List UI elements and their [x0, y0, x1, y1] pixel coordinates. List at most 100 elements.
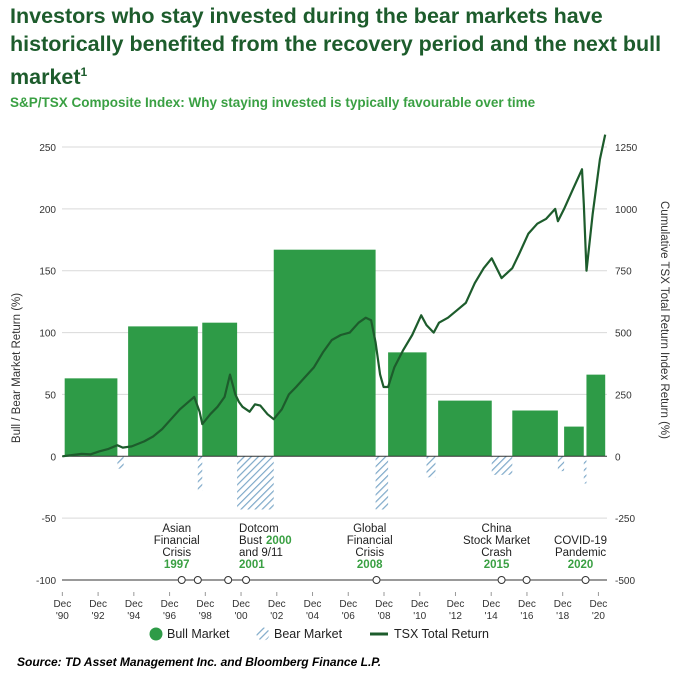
bear-bar [557, 456, 565, 472]
left-axis-ticks: -100 -50 0 50 100 150 200 250 [36, 143, 56, 587]
y2-tick-label: -500 [615, 576, 635, 587]
bull-bar [64, 378, 118, 457]
x-tick-label: '00 [235, 611, 248, 622]
event-label: Stock Market [463, 535, 531, 547]
y-tick-label: -100 [36, 576, 56, 587]
event-year: 2001 [239, 559, 265, 571]
x-tick-label: '06 [342, 611, 355, 622]
y2-tick-label: -250 [615, 514, 635, 525]
legend-bull-swatch [149, 627, 163, 641]
x-tick-label: '08 [377, 611, 390, 622]
bear-bar [197, 456, 203, 491]
bull-bar [128, 326, 198, 457]
x-tick-label: Dec [411, 599, 429, 610]
legend-label: Bull Market [167, 627, 230, 641]
bull-bar [586, 374, 606, 457]
bear-bar [117, 456, 124, 469]
y-tick-label: 200 [39, 205, 56, 216]
y2-tick-label: 0 [615, 452, 621, 463]
event-label: Bust [239, 535, 263, 547]
event-label: Asian [162, 523, 191, 535]
x-axis-ticks: Dec'90Dec'92Dec'94Dec'96Dec'98Dec'00Dec'… [53, 592, 607, 622]
event-year: 2000 [266, 535, 292, 547]
x-tick-label: '16 [520, 611, 533, 622]
timeline-marker [581, 576, 590, 584]
event-label: Dotcom [239, 523, 279, 535]
y-tick-label: 150 [39, 267, 56, 278]
x-tick-label: '10 [413, 611, 426, 622]
event-label: China [482, 523, 513, 535]
timeline-marker [522, 576, 531, 584]
event-year: 2020 [568, 559, 594, 571]
y-tick-label: -50 [42, 514, 57, 525]
event-label: and 9/11 [239, 547, 283, 559]
bear-bar [583, 456, 587, 484]
y-axis-label: Bull / Bear Market Return (%) [11, 293, 23, 443]
y-tick-label: 100 [39, 329, 56, 340]
event-label: Pandemic [555, 547, 606, 559]
x-tick-label: '20 [592, 611, 605, 622]
x-tick-label: '96 [163, 611, 176, 622]
timeline-axis [62, 576, 607, 584]
x-tick-label: Dec [89, 599, 107, 610]
chart-subtitle: S&P/TSX Composite Index: Why staying inv… [10, 95, 536, 110]
x-tick-label: '98 [199, 611, 212, 622]
tsx-total-return-line [62, 134, 607, 458]
timeline-marker [372, 576, 381, 584]
x-tick-label: '90 [56, 611, 69, 622]
x-tick-label: Dec [304, 599, 322, 610]
timeline-marker [242, 576, 251, 584]
y2-axis-label: Cumulative TSX Total Return Index Return… [658, 201, 670, 439]
timeline-marker [224, 576, 233, 584]
bull-bar [438, 400, 492, 457]
legend-bear-swatch [256, 627, 270, 641]
y2-tick-label: 250 [615, 390, 632, 401]
x-tick-label: Dec [232, 599, 250, 610]
tsx-line-layer [62, 134, 607, 458]
x-tick-label: Dec [196, 599, 214, 610]
event-label: Financial [154, 535, 200, 547]
bull-bar [512, 410, 558, 457]
event-label: Financial [347, 535, 393, 547]
bear-bar [491, 456, 513, 475]
y2-tick-label: 1000 [615, 205, 638, 216]
timeline-marker [497, 576, 506, 584]
legend-label: TSX Total Return [394, 627, 489, 641]
y-tick-label: 250 [39, 143, 56, 154]
x-tick-label: Dec [268, 599, 286, 610]
x-tick-label: '04 [306, 611, 319, 622]
legend: Bull Market Bear Market TSX Total Return [149, 627, 489, 641]
bars-layer [64, 249, 606, 510]
chart-title-text: Investors who stay invested during the b… [10, 4, 662, 90]
chart-title: Investors who stay invested during the b… [10, 2, 670, 91]
bear-bar [237, 456, 274, 510]
bull-bar [273, 249, 376, 457]
bear-bar [426, 456, 436, 478]
x-tick-label: Dec [482, 599, 500, 610]
event-label: Crisis [355, 547, 384, 559]
x-tick-label: Dec [554, 599, 572, 610]
event-label: Crash [481, 547, 512, 559]
y-tick-label: 50 [45, 390, 57, 401]
x-tick-label: Dec [125, 599, 143, 610]
x-tick-label: '02 [270, 611, 283, 622]
x-tick-label: Dec [447, 599, 465, 610]
event-label: Global [353, 523, 386, 535]
legend-label: Bear Market [274, 627, 343, 641]
y2-tick-label: 750 [615, 267, 632, 278]
x-tick-label: Dec [53, 599, 71, 610]
x-tick-label: Dec [590, 599, 608, 610]
x-tick-label: Dec [375, 599, 393, 610]
x-tick-label: '18 [556, 611, 569, 622]
y2-tick-label: 500 [615, 329, 632, 340]
y-tick-label: 0 [50, 452, 56, 463]
bear-bar [375, 456, 389, 510]
x-tick-label: '92 [92, 611, 105, 622]
